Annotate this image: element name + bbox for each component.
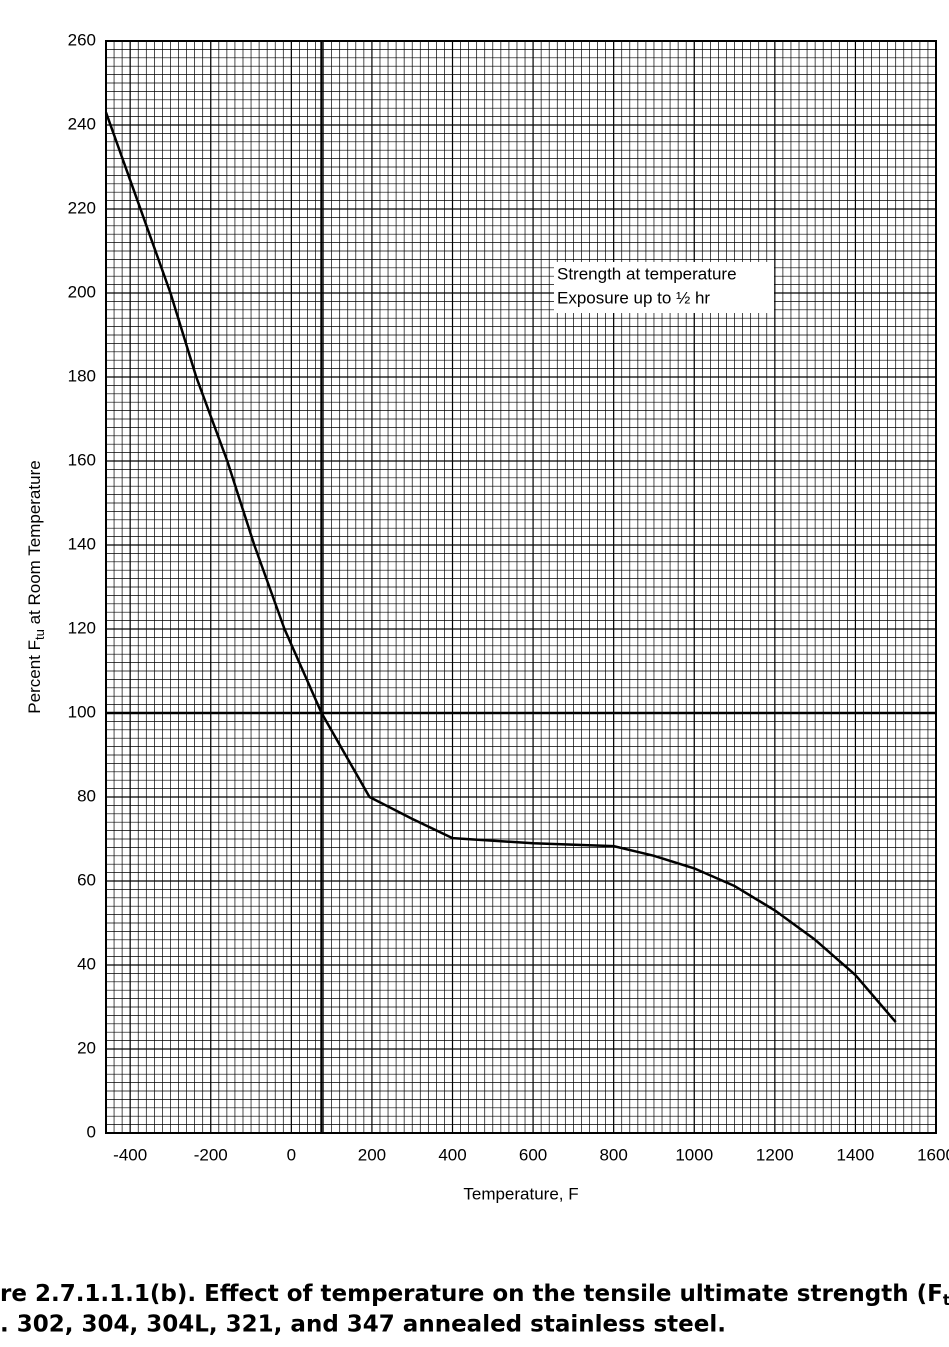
y-tick-label: 200 [68,282,96,301]
x-tick-label: 0 [287,1145,296,1164]
x-axis-label: Temperature, F [463,1184,578,1203]
y-tick-label: 180 [68,366,96,385]
y-tick-label: 100 [68,702,96,721]
caption: re 2.7.1.1.1(b). Effect of temperature o… [0,1281,949,1309]
y-tick-label: 260 [68,30,96,49]
plot-frame [105,40,937,1134]
y-label-part: Percent F [25,640,44,714]
y-label-sub: tu [32,629,47,640]
annotation: Strength at temperature [557,264,737,283]
y-tick-label: 0 [87,1122,96,1141]
caption: . 302, 304, 304L, 321, and 347 annealed … [0,1312,726,1338]
y-label-part: at Room Temperature [25,460,44,629]
x-tick-label: 1000 [675,1145,713,1164]
grid [105,40,937,1134]
y-tick-label: 40 [77,954,96,973]
caption-line: re 2.7.1.1.1(b). Effect of temperature o… [0,1281,943,1307]
x-tick-label: 1200 [756,1145,794,1164]
x-tick-label: 800 [599,1145,627,1164]
x-tick-label: 200 [358,1145,386,1164]
annotation: Exposure up to ½ hr [557,288,710,307]
y-tick-label: 220 [68,198,96,217]
caption-sub: tu [943,1291,949,1309]
y-tick-label: 120 [68,618,96,637]
x-tick-label: 400 [438,1145,466,1164]
x-tick-label: 1400 [837,1145,875,1164]
y-axis-label: Percent Ftu at Room Temperature [25,460,47,713]
y-tick-label: 160 [68,450,96,469]
line-series [104,111,897,1023]
y-tick-label: 140 [68,534,96,553]
x-tick-label: 600 [519,1145,547,1164]
y-tick-label: 240 [68,114,96,133]
x-tick-label: -400 [113,1145,147,1164]
annotation-box [554,262,774,313]
y-tick-label: 60 [77,870,96,889]
y-tick-label: 80 [77,786,96,805]
marks [104,41,936,1133]
y-tick-label: 20 [77,1038,96,1057]
x-tick-label: -200 [194,1145,228,1164]
